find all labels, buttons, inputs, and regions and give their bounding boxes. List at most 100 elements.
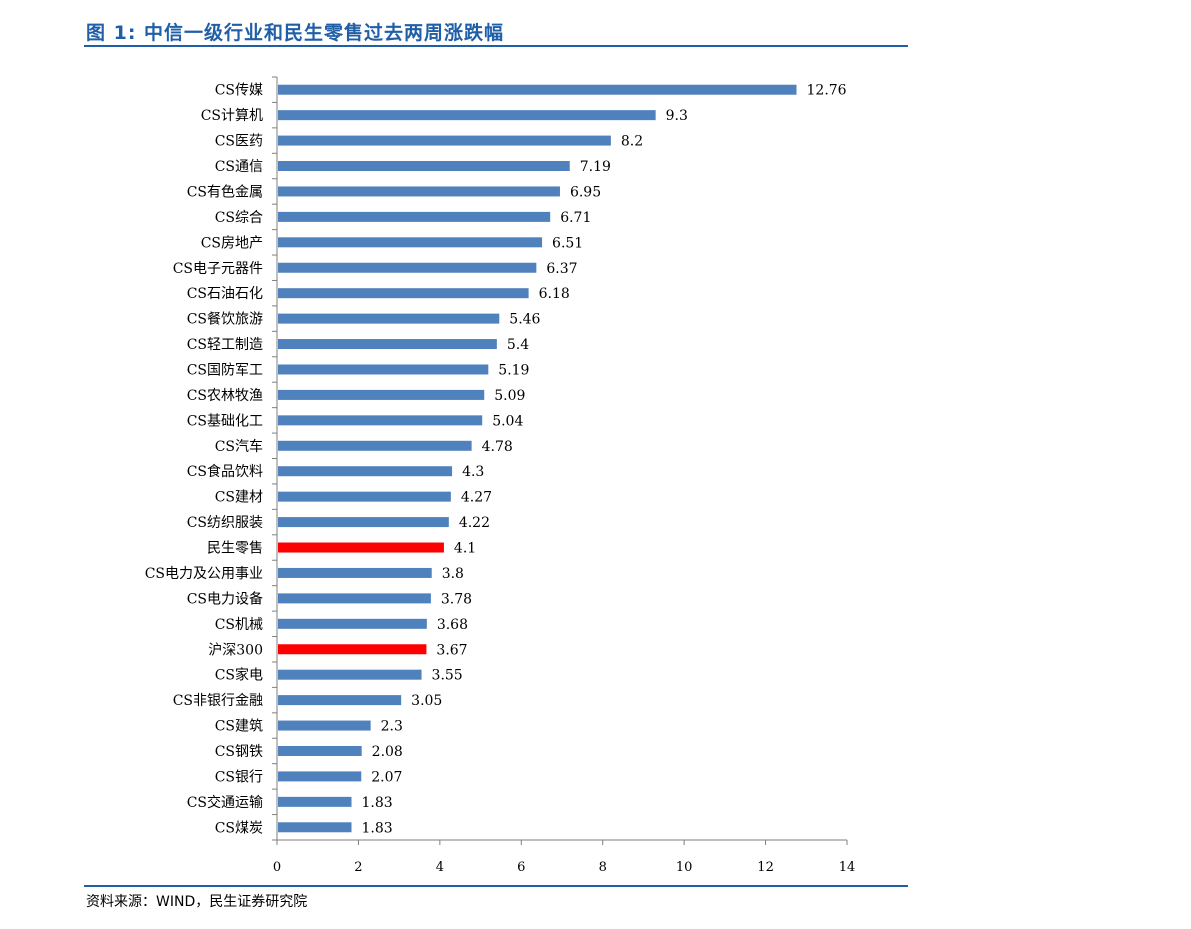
- bar-chart: CS传媒 12.76 CS计算机 9.3 CS医药 8.2 CS通信 7.19 CS有色金属 6.…: [145, 76, 856, 875]
- value-label: 3.78: [441, 591, 472, 607]
- bar: [278, 695, 402, 706]
- category-label: CS石油石化: [187, 286, 263, 302]
- figure-title: 图 1: 中信一级行业和民生零售过去两周涨跌幅: [86, 22, 505, 44]
- category-label: CS汽车: [215, 438, 263, 455]
- category-label: CS钢铁: [215, 744, 263, 760]
- value-label: 6.18: [539, 286, 570, 302]
- value-label: 1.83: [362, 820, 393, 836]
- value-label: 5.4: [507, 337, 529, 353]
- value-label: 4.1: [454, 541, 476, 557]
- value-label: 4.78: [482, 439, 513, 455]
- bar: [278, 262, 537, 273]
- bar: [278, 517, 449, 528]
- x-tick-label: 14: [839, 860, 856, 875]
- bar: [278, 491, 451, 502]
- value-label: 9.3: [666, 108, 688, 124]
- value-label: 6.37: [546, 261, 577, 277]
- value-label: 4.22: [459, 515, 490, 531]
- bar: [278, 593, 431, 604]
- value-label: 3.68: [437, 617, 468, 633]
- value-label: 12.76: [807, 83, 847, 99]
- bar: [278, 135, 611, 146]
- value-label: 1.83: [362, 795, 393, 811]
- title-rule: [84, 45, 908, 47]
- bar: [278, 237, 543, 248]
- bar: [278, 211, 551, 222]
- bar: [278, 618, 427, 629]
- category-label: CS轻工制造: [187, 337, 263, 353]
- bar: [278, 364, 489, 375]
- category-label: CS建筑: [215, 719, 263, 735]
- category-label: CS国防军工: [187, 362, 263, 378]
- bar: [278, 440, 472, 451]
- x-tick-label: 12: [757, 860, 774, 875]
- bar-highlight: [278, 644, 427, 655]
- category-label: CS机械: [215, 617, 263, 633]
- category-label: CS非银行金融: [173, 693, 263, 709]
- value-label: 2.07: [371, 769, 402, 785]
- bottom-rule: [84, 885, 908, 887]
- category-label: CS有色金属: [187, 183, 263, 200]
- bar: [278, 796, 352, 807]
- bar: [278, 466, 453, 477]
- value-label: 7.19: [580, 159, 611, 175]
- bar: [278, 110, 656, 121]
- source-note: 资料来源：WIND，民生证券研究院: [86, 894, 308, 910]
- category-label: CS房地产: [201, 235, 263, 251]
- category-label: CS建材: [215, 490, 263, 506]
- category-label: CS电力设备: [187, 590, 263, 607]
- value-label: 2.3: [381, 719, 403, 735]
- x-tick-label: 4: [436, 860, 444, 875]
- category-label: CS电子元器件: [173, 261, 263, 277]
- category-label: CS综合: [215, 210, 263, 226]
- value-label: 8.2: [621, 134, 643, 150]
- category-label: CS通信: [215, 159, 263, 175]
- value-label: 5.19: [498, 362, 529, 378]
- bar: [278, 669, 422, 680]
- bars-layer: CS传媒 12.76 CS计算机 9.3 CS医药 8.2 CS通信 7.19 CS有色金属 6.…: [145, 83, 847, 837]
- category-label: CS银行: [215, 769, 263, 785]
- category-label: CS医药: [215, 134, 263, 150]
- value-label: 3.8: [442, 566, 464, 582]
- axes-layer: 0 2 4 6 8 10 12 14: [272, 76, 856, 875]
- value-label: 6.95: [570, 184, 601, 200]
- category-label: CS餐饮旅游: [187, 312, 263, 328]
- value-label: 5.09: [494, 388, 525, 404]
- value-label: 3.55: [432, 668, 463, 684]
- value-label: 3.05: [411, 693, 442, 709]
- bar: [278, 415, 483, 426]
- bar: [278, 313, 500, 324]
- value-label: 2.08: [372, 744, 403, 760]
- bar: [278, 567, 432, 578]
- bar: [278, 186, 560, 197]
- value-label: 4.3: [462, 464, 484, 480]
- value-label: 5.04: [492, 413, 523, 429]
- category-label: CS传媒: [215, 83, 263, 99]
- value-label: 4.27: [461, 490, 492, 506]
- value-label: 6.71: [560, 210, 591, 226]
- value-label: 3.67: [436, 642, 467, 658]
- bar: [278, 720, 371, 731]
- value-label: 6.51: [552, 235, 583, 251]
- bar: [278, 288, 529, 299]
- x-tick-label: 6: [517, 860, 525, 875]
- category-label: CS纺织服装: [187, 515, 263, 531]
- x-tick-label: 10: [676, 860, 693, 875]
- category-label: CS电力及公用事业: [145, 566, 263, 582]
- category-label: CS交通运输: [187, 794, 263, 811]
- category-label: CS农林牧渔: [187, 388, 263, 404]
- category-label: CS计算机: [201, 108, 263, 124]
- bar: [278, 339, 497, 350]
- bar: [278, 161, 570, 172]
- bar: [278, 771, 362, 782]
- x-tick-label: 2: [354, 860, 362, 875]
- category-label: CS家电: [215, 667, 263, 684]
- x-tick-label: 8: [599, 860, 607, 875]
- bar: [278, 822, 352, 833]
- value-label: 5.46: [509, 312, 540, 328]
- category-label: 民生零售: [207, 541, 263, 557]
- bar: [278, 389, 485, 400]
- category-label: CS基础化工: [187, 412, 263, 429]
- category-label: 沪深300: [208, 642, 263, 658]
- x-tick-label: 0: [273, 860, 281, 875]
